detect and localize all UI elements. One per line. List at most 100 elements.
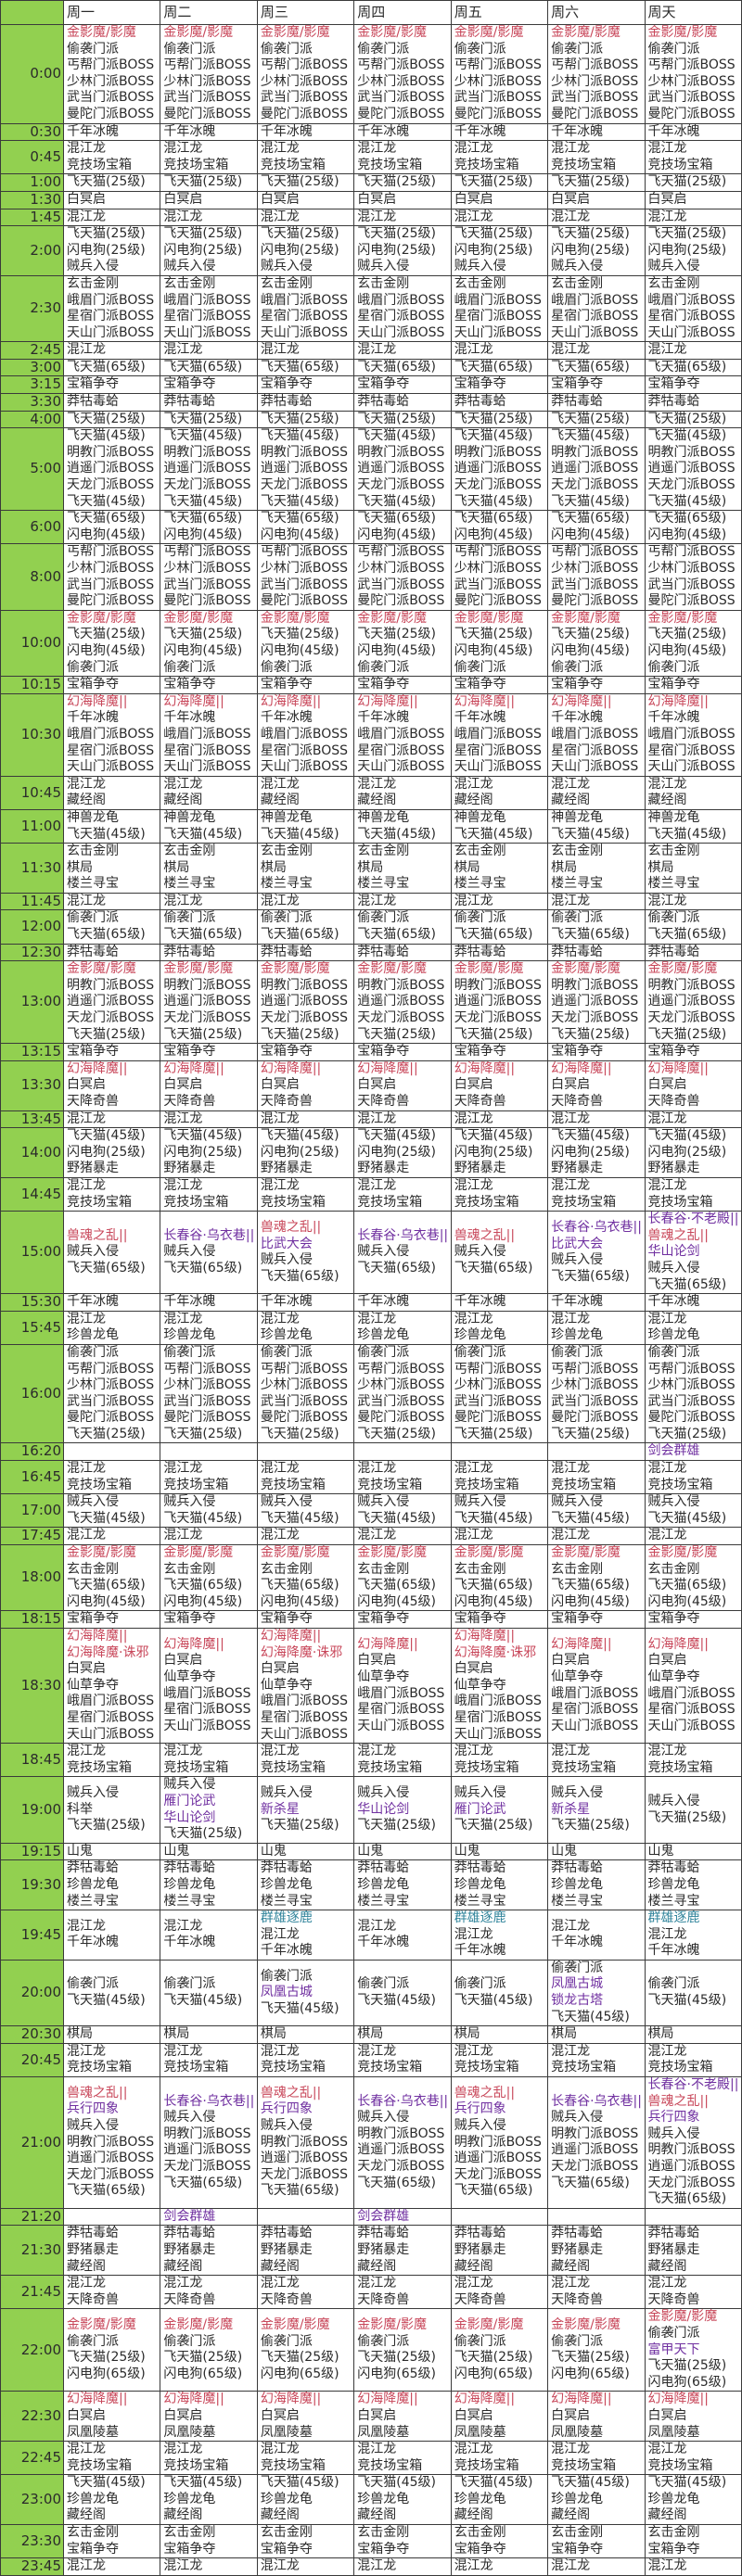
event-item: 逍遥门派BOSS <box>551 2142 639 2158</box>
schedule-cell: 混江龙 <box>160 892 258 911</box>
event-item: 闪电狗(25级) <box>647 1144 727 1160</box>
event-item: 闪电狗(45级) <box>67 642 146 658</box>
schedule-cell: 混江龙 藏经阁 <box>62 775 161 810</box>
event-item: 野猪暴走 <box>260 1161 313 1176</box>
time-slot-row: 19:30 莽牯毒蛤 珍兽龙龟 楼兰寻宝 莽牯毒蛤 珍兽龙龟 楼兰寻宝 莽牯毒蛤 珍兽龙龟 楼兰寻… <box>0 1859 742 1911</box>
schedule-cell: 棋局 <box>256 2025 355 2044</box>
event-item: 闪电狗(25级) <box>260 242 339 258</box>
event-item: 天降奇兽 <box>647 1094 700 1109</box>
event-item: 偷袭门派 <box>551 1960 604 1975</box>
event-item: 兽魂之乱|| <box>67 1227 128 1243</box>
event-item: 兽魂之乱|| <box>260 2085 322 2100</box>
event-item: 明教门派BOSS <box>163 444 251 460</box>
event-item: 峨眉门派BOSS <box>647 1685 736 1701</box>
event-item: 长春谷·乌衣巷|| <box>551 2093 642 2109</box>
event-item: 偷袭门派 <box>357 659 410 675</box>
event-item: 兵行四象 <box>67 2101 119 2117</box>
event-item: 玄击金刚 <box>454 1561 506 1577</box>
schedule-cell: 金影魔/影魔 飞天猫(25级) 闪电狗(45级) 偷袭门派 <box>256 609 355 678</box>
schedule-cell: 千年冰魄 <box>547 1293 646 1312</box>
event-item: 贼兵入侵 <box>551 1252 604 1268</box>
event-item: 飞天猫(65级) <box>163 1260 243 1275</box>
event-item: 群雄逐鹿 <box>260 1910 313 1926</box>
event-item: 闪电狗(45级) <box>647 642 727 658</box>
event-item: 金影魔/影魔 <box>163 25 234 40</box>
event-item: 楼兰寻宝 <box>67 876 119 892</box>
event-item: 凤凰陵墓 <box>647 2424 700 2440</box>
event-item: 飞天猫(25级) <box>551 2350 630 2366</box>
schedule-cell: 幻海降魔|| 白冥启 凤凰陵墓 <box>644 2391 742 2443</box>
event-item: 竞技场宝箱 <box>454 2457 519 2473</box>
schedule-cell: 混江龙 <box>644 341 742 360</box>
event-item: 逍遥门派BOSS <box>163 994 251 1009</box>
event-item: 少林门派BOSS <box>260 73 348 89</box>
event-item: 棋局 <box>67 2026 93 2042</box>
event-item: 千年冰魄 <box>163 1294 216 1310</box>
time-slot-row: 16:00 偷袭门派 丐帮门派BOSS 少林门派BOSS 武当门派BOSS 曼陀门派BOS… <box>0 1343 742 1444</box>
event-item: 混江龙 <box>67 2558 106 2574</box>
time-label: 23:45 <box>0 2557 64 2576</box>
time-label: 3:30 <box>0 393 64 412</box>
schedule-cell: 金影魔/影魔 偷袭门派 飞天猫(25级) 闪电狗(65级) <box>353 2308 452 2392</box>
event-item: 混江龙 <box>551 1177 591 1193</box>
event-item: 天降奇兽 <box>647 2291 700 2307</box>
event-item: 千年冰魄 <box>454 1294 506 1310</box>
event-item: 珍兽龙龟 <box>67 1876 119 1892</box>
event-item: 混江龙 <box>551 2558 591 2574</box>
event-item: 贼兵入侵 <box>551 259 604 274</box>
event-item: 竞技场宝箱 <box>551 1194 617 1210</box>
event-item: 玄击金刚 <box>551 1561 604 1577</box>
schedule-cell: 神兽龙龟 飞天猫(45级) <box>256 808 355 844</box>
schedule-cell: 莽牯毒蛤 <box>644 393 742 412</box>
time-slot-row: 21:20 剑会群雄 剑会群雄 <box>0 2207 742 2227</box>
schedule-cell: 混江龙 千年冰魄 <box>547 1910 646 1961</box>
schedule-cell <box>644 2207 742 2227</box>
event-item: 混江龙 <box>260 1461 300 1477</box>
schedule-cell: 贼兵入侵 飞天猫(25级) <box>644 1776 742 1844</box>
event-item: 偷袭门派 <box>454 1976 506 1992</box>
time-slot-row: 8:00 丐帮门派BOSS 少林门派BOSS 武当门派BOSS 曼陀门派BOSS 丐帮门派… <box>0 543 742 611</box>
event-item: 藏经阁 <box>647 2258 687 2274</box>
time-label: 16:20 <box>0 1442 64 1462</box>
event-item: 飞天猫(45级) <box>67 1510 146 1526</box>
event-item: 武当门派BOSS <box>357 90 445 106</box>
event-item: 金影魔/影魔 <box>551 1545 620 1561</box>
schedule-cell: 玄击金刚 峨眉门派BOSS 星宿门派BOSS 天山门派BOSS <box>450 274 549 343</box>
event-item: 天降奇兽 <box>551 1094 604 1109</box>
time-slot-row: 0:30 千年冰魄 千年冰魄 千年冰魄 千年冰魄 千年冰魄 千年冰魄 千年冰魄 <box>0 122 742 142</box>
event-item: 山鬼 <box>357 1843 384 1859</box>
schedule-cell: 偷袭门派 飞天猫(45级) <box>353 1959 452 2027</box>
schedule-cell: 宝箱争夺 <box>160 1043 258 1061</box>
event-item: 飞天猫(25级) <box>67 174 146 190</box>
schedule-cell: 幻海降魔|| 白冥启 仙草争夺 峨眉门派BOSS 星宿门派BOSS 天山门派BOSS <box>353 1627 452 1745</box>
schedule-cell: 偷袭门派 凤凰古城 飞天猫(45级) <box>256 1959 355 2027</box>
schedule-cell: 宝箱争夺 <box>256 676 355 694</box>
event-item: 混江龙 <box>647 209 687 224</box>
event-item: 白冥启 <box>163 1653 203 1669</box>
schedule-cell: 山鬼 <box>256 1842 355 1861</box>
event-item: 华山论剑 <box>647 1244 700 1260</box>
schedule-cell: 贼兵入侵 科举 飞天猫(25级) <box>62 1776 161 1844</box>
event-item: 天山门派BOSS <box>67 759 155 775</box>
schedule-cell: 飞天猫(65级) <box>644 358 742 377</box>
event-item: 凤凰陵墓 <box>260 2424 313 2440</box>
event-item: 飞天猫(65级) <box>454 1260 533 1275</box>
event-item: 贼兵入侵 <box>163 2110 216 2126</box>
schedule-cell: 宝箱争夺 <box>547 1610 646 1629</box>
time-slot-row: 20:00 偷袭门派 飞天猫(45级) 偷袭门派 飞天猫(45级) 偷袭门派 凤凰古城 飞天猫… <box>0 1959 742 2027</box>
event-item: 飞天猫(65级) <box>551 511 630 527</box>
time-label: 11:45 <box>0 892 64 911</box>
time-label: 19:15 <box>0 1842 64 1861</box>
event-item: 武当门派BOSS <box>647 577 736 592</box>
schedule-cell: 飞天猫(65级) <box>62 358 161 377</box>
event-item: 偷袭门派 <box>163 41 216 57</box>
event-item: 飞天猫(65级) <box>163 927 243 943</box>
schedule-cell: 幻海降魔|| 白冥启 凤凰陵墓 <box>62 2391 161 2443</box>
event-item: 千年冰魄 <box>357 1294 410 1310</box>
time-label: 5:00 <box>0 427 64 512</box>
schedule-cell: 混江龙 竞技场宝箱 <box>62 1743 161 1778</box>
event-item: 丐帮门派BOSS <box>260 1361 348 1377</box>
time-slot-row: 19:00 贼兵入侵 科举 飞天猫(25级) 贼兵入侵 雁门论武 华山论剑 飞天猫(25级) 贼… <box>0 1776 742 1844</box>
event-item: 混江龙 <box>551 1528 591 1543</box>
time-label: 18:30 <box>0 1627 64 1745</box>
